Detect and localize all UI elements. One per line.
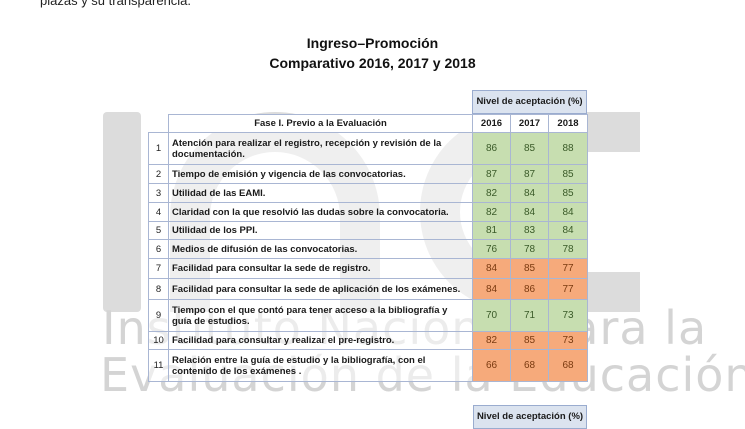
value-2016: 84: [472, 258, 511, 279]
table-row: 3 Utilidad de las EAMI. 82 84 85: [148, 183, 588, 203]
value-2018: 68: [548, 349, 588, 382]
value-2018: 73: [548, 299, 588, 332]
value-2017: 87: [510, 164, 549, 184]
row-description: Relación entre la guía de estudio y la b…: [168, 349, 473, 382]
value-2018: 77: [548, 278, 588, 300]
table-row: 11 Relación entre la guía de estudio y l…: [148, 349, 588, 382]
row-description: Tiempo con el que contó para tener acces…: [168, 299, 473, 332]
value-2018: 84: [548, 202, 588, 222]
acceptance-level-header: Nivel de aceptación (%): [472, 90, 587, 114]
body-text-fragment: plazas y su transparencia.: [40, 0, 192, 8]
row-description: Atención para realizar el registro, rece…: [168, 132, 473, 165]
next-acceptance-level-header: Nivel de aceptación (%): [473, 405, 587, 429]
value-2016: 81: [472, 221, 511, 240]
row-number: 9: [148, 299, 169, 332]
row-number: 10: [148, 331, 169, 350]
table-title: Ingreso–Promoción: [306, 35, 439, 51]
row-number: 3: [148, 183, 169, 203]
value-2017: 78: [510, 239, 549, 259]
value-2016: 87: [472, 164, 511, 184]
table-row: 8 Facilidad para consultar la sede de ap…: [148, 278, 588, 300]
value-2017: 84: [510, 183, 549, 203]
row-number: 4: [148, 202, 169, 222]
value-2018: 78: [548, 239, 588, 259]
row-description: Facilidad para consultar y realizar el p…: [168, 331, 473, 350]
row-description: Utilidad de los PPI.: [168, 221, 473, 240]
value-2018: 73: [548, 331, 588, 350]
row-description: Tiempo de emisión y vigencia de las conv…: [168, 164, 473, 184]
row-number: 1: [148, 132, 169, 165]
table-row: 6 Medios de difusión de las convocatoria…: [148, 239, 588, 259]
table-row: 10 Facilidad para consultar y realizar e…: [148, 331, 588, 350]
row-description: Utilidad de las EAMI.: [168, 183, 473, 203]
year-header-2018: 2018: [548, 114, 588, 133]
value-2016: 84: [472, 278, 511, 300]
row-number: 5: [148, 221, 169, 240]
row-number: 7: [148, 258, 169, 279]
table-row: 5 Utilidad de los PPI. 81 83 84: [148, 221, 588, 240]
table-row: 2 Tiempo de emisión y vigencia de las co…: [148, 164, 588, 184]
value-2017: 85: [510, 132, 549, 165]
value-2016: 82: [472, 183, 511, 203]
table-row: 4 Claridad con la que resolvió las dudas…: [148, 202, 588, 222]
value-2016: 82: [472, 202, 511, 222]
table-row: 9 Tiempo con el que contó para tener acc…: [148, 299, 588, 332]
value-2016: 86: [472, 132, 511, 165]
value-2017: 85: [510, 331, 549, 350]
value-2018: 85: [548, 183, 588, 203]
row-description: Facilidad para consultar la sede de apli…: [168, 278, 473, 300]
row-number: 11: [148, 349, 169, 382]
value-2017: 83: [510, 221, 549, 240]
value-2017: 84: [510, 202, 549, 222]
row-description: Medios de difusión de las convocatorias.: [168, 239, 473, 259]
value-2018: 84: [548, 221, 588, 240]
acceptance-table: Fase I. Previo a la Evaluación 2016 2017…: [148, 114, 588, 382]
value-2018: 85: [548, 164, 588, 184]
value-2017: 71: [510, 299, 549, 332]
row-number: 2: [148, 164, 169, 184]
value-2016: 66: [472, 349, 511, 382]
row-number: 6: [148, 239, 169, 259]
value-2016: 76: [472, 239, 511, 259]
watermark-logo-i: [103, 112, 141, 312]
year-header-2017: 2017: [510, 114, 549, 133]
phase-header: Fase I. Previo a la Evaluación: [168, 114, 473, 133]
value-2017: 86: [510, 278, 549, 300]
row-description: Claridad con la que resolvió las dudas s…: [168, 202, 473, 222]
year-header-2016: 2016: [472, 114, 511, 133]
value-2016: 70: [472, 299, 511, 332]
row-number: 8: [148, 278, 169, 300]
value-2018: 77: [548, 258, 588, 279]
value-2017: 85: [510, 258, 549, 279]
row-description: Facilidad para consultar la sede de regi…: [168, 258, 473, 279]
table-subtitle: Comparativo 2016, 2017 y 2018: [269, 55, 476, 71]
value-2016: 82: [472, 331, 511, 350]
table-row: 7 Facilidad para consultar la sede de re…: [148, 258, 588, 279]
blank-header-cell: [148, 114, 169, 133]
table-row: 1 Atención para realizar el registro, re…: [148, 132, 588, 165]
value-2018: 88: [548, 132, 588, 165]
value-2017: 68: [510, 349, 549, 382]
